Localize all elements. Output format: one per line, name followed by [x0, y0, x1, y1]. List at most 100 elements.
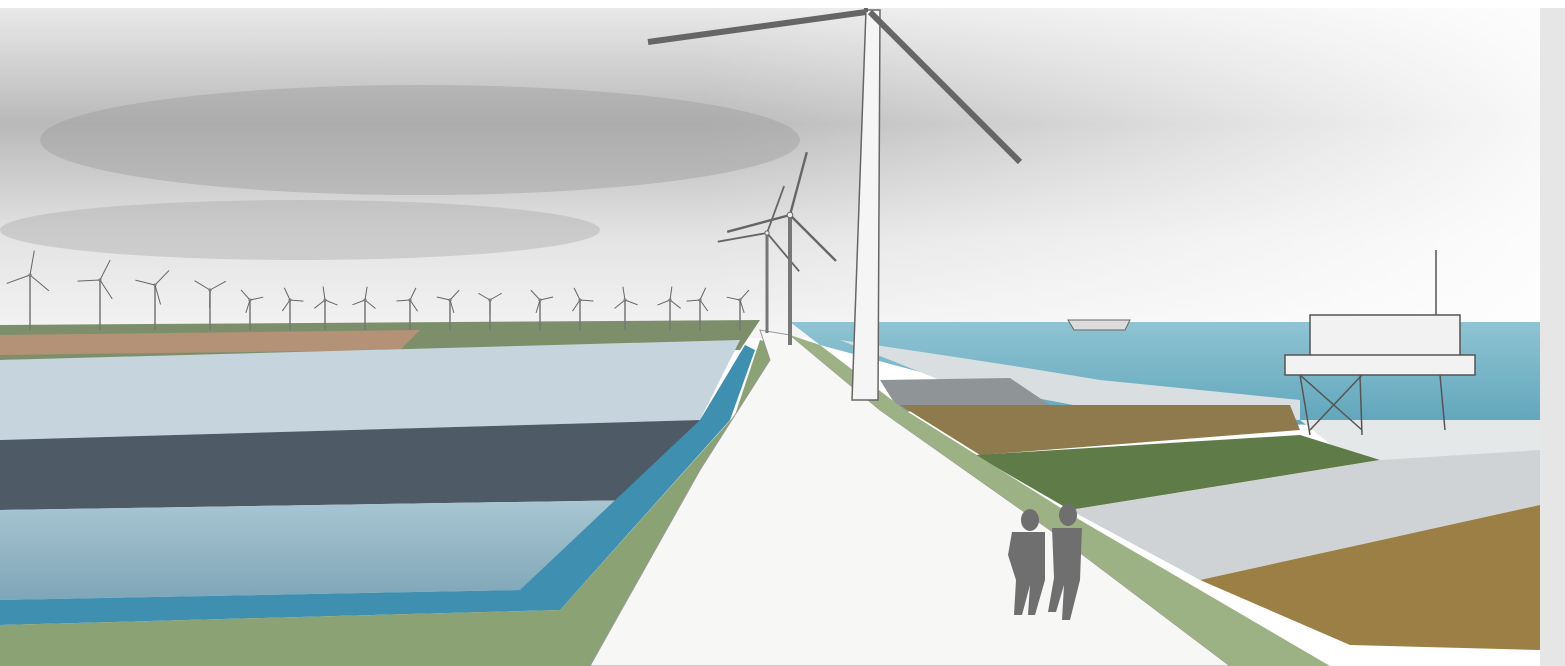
turbine-part — [572, 299, 581, 312]
turbine-part — [539, 296, 554, 301]
turbine-part — [788, 151, 808, 216]
turbine-part — [535, 299, 541, 314]
people — [1008, 504, 1082, 620]
turbine-part — [289, 299, 304, 302]
turbine-part — [766, 232, 800, 272]
turbine-part — [281, 299, 291, 312]
turbine-hub — [28, 273, 32, 277]
cloud — [0, 200, 600, 260]
turbine-hub — [578, 298, 582, 302]
turbine-part — [364, 299, 376, 309]
turbine-part — [739, 299, 745, 313]
turbine-hub — [488, 298, 492, 302]
turbine-part — [99, 279, 113, 300]
turbine-hub — [738, 298, 742, 302]
turbine-part — [739, 289, 750, 301]
salt-marsh-front — [1200, 505, 1540, 650]
turbine-hub — [98, 278, 102, 282]
turbine-part — [867, 9, 1023, 165]
turbine-part — [154, 284, 162, 305]
turbine-part — [6, 274, 31, 284]
turbine-hub — [363, 298, 367, 302]
turbine-hub — [153, 283, 157, 287]
plowed-field — [0, 330, 420, 355]
turbine-hub — [208, 288, 212, 292]
mudflat — [840, 340, 1300, 420]
cloud — [40, 85, 800, 195]
turbine-part — [245, 299, 251, 313]
turbine-part — [478, 292, 491, 301]
turbine-hub — [248, 298, 252, 302]
turbine-part — [489, 292, 502, 301]
turbine-part — [314, 299, 326, 309]
turbine-hub — [764, 230, 770, 236]
turbine-part — [396, 299, 411, 302]
turbine-part — [622, 286, 626, 301]
turbine-part — [324, 299, 338, 306]
turbine-part — [240, 289, 251, 301]
turbine-part — [699, 299, 709, 312]
turbine-part — [449, 299, 455, 314]
top-edge — [0, 0, 1565, 8]
turbine-part — [579, 299, 594, 302]
turbine-part — [686, 299, 701, 302]
turbine-part — [669, 286, 673, 301]
grass-field — [975, 435, 1380, 510]
turbine-part — [766, 185, 785, 234]
dike-slope — [0, 340, 780, 666]
turbine-part — [573, 287, 581, 301]
dike-slope-right — [790, 335, 1330, 666]
turbine-hub — [786, 211, 794, 219]
rock-revetment — [880, 378, 1050, 412]
turbine-part — [29, 250, 35, 276]
turbine-part — [717, 232, 768, 243]
turbine-hub — [323, 298, 327, 302]
turbine-part — [99, 259, 111, 281]
pond-dark — [0, 420, 700, 510]
turbine-part — [789, 214, 837, 262]
turbine-part — [657, 299, 671, 306]
turbine-part — [726, 296, 741, 301]
pond-light — [0, 340, 740, 440]
turbine-part — [194, 280, 211, 291]
turbine-part — [669, 299, 681, 309]
salt-marsh — [900, 405, 1300, 455]
turbine-part — [77, 279, 101, 282]
turbine-part — [699, 287, 707, 301]
turbine-part — [29, 274, 50, 292]
turbine-part — [530, 289, 541, 301]
turbine-hub — [668, 298, 672, 302]
turbine-part — [409, 299, 418, 312]
turbine-part — [614, 299, 626, 309]
turbine-part — [135, 279, 156, 286]
wind-turbines — [6, 0, 1023, 401]
turbine-part — [322, 286, 326, 301]
turbine-hub — [698, 298, 702, 302]
ship — [1067, 319, 1131, 331]
side-strip — [1540, 0, 1565, 666]
turbine-part — [352, 299, 366, 306]
turbine-part — [209, 280, 226, 291]
turbine-part — [154, 270, 170, 286]
oyster-beds — [1070, 450, 1540, 580]
turbine-part — [249, 296, 264, 301]
turbine-hub — [538, 298, 542, 302]
turbine-hub — [851, 9, 881, 401]
pond-water — [0, 500, 640, 600]
turbine-hub — [623, 298, 627, 302]
turbine-hub — [448, 298, 452, 302]
turbine-part — [449, 289, 460, 301]
turbine-hub — [288, 298, 292, 302]
turbine-part — [436, 296, 451, 301]
sky-light — [700, 8, 1540, 338]
turbine-part — [647, 9, 867, 45]
turbine-part — [624, 299, 638, 306]
turbine-hub — [408, 298, 412, 302]
turbine-part — [364, 286, 368, 301]
turbine-part — [283, 287, 291, 301]
turbine-part — [726, 213, 791, 233]
turbine-part — [409, 287, 417, 301]
canal — [0, 345, 755, 625]
platform — [1284, 250, 1476, 436]
